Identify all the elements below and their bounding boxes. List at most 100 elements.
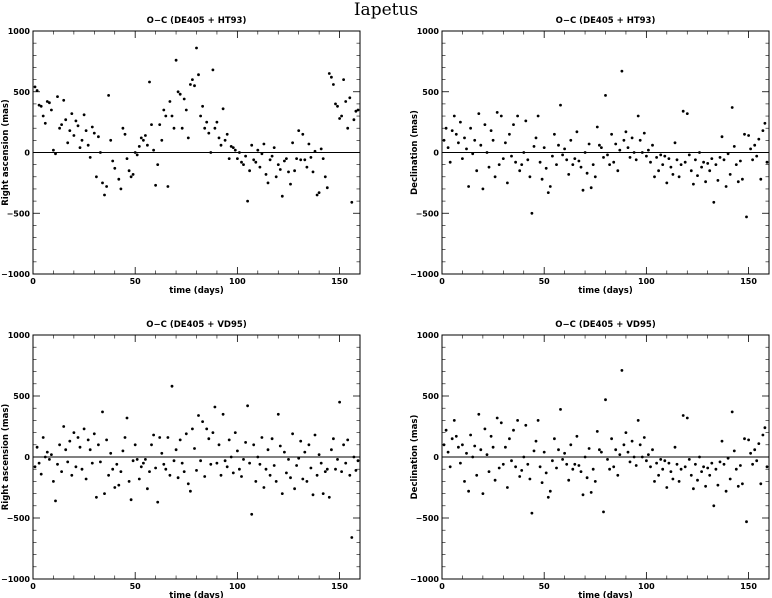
data-point — [634, 158, 638, 162]
data-point — [495, 111, 499, 114]
data-point — [154, 183, 158, 187]
data-point — [444, 428, 448, 432]
data-point — [317, 453, 321, 456]
data-point — [640, 151, 644, 154]
data-point — [272, 146, 276, 150]
data-point — [663, 459, 667, 463]
data-point — [651, 448, 654, 452]
data-point — [559, 103, 562, 107]
data-point — [730, 106, 734, 109]
data-point — [442, 138, 446, 142]
data-point — [565, 158, 569, 162]
data-point — [278, 444, 282, 448]
data-point — [504, 445, 507, 449]
data-point — [577, 159, 581, 163]
data-point — [585, 171, 589, 175]
data-point — [180, 126, 184, 130]
panel-title: O−C (DE405 + HT93) — [556, 16, 656, 26]
data-point — [262, 142, 266, 146]
data-point — [544, 471, 548, 475]
data-point — [501, 157, 505, 161]
data-point — [469, 126, 472, 130]
x-tick-label: 50 — [539, 582, 551, 591]
data-point — [508, 132, 511, 136]
data-point — [714, 163, 718, 167]
data-point — [86, 143, 90, 147]
data-point — [158, 123, 162, 126]
data-point — [645, 154, 648, 158]
data-point — [182, 470, 186, 473]
data-point — [702, 465, 705, 469]
data-point — [97, 135, 100, 139]
data-point — [450, 129, 454, 133]
data-point — [620, 369, 624, 372]
data-point — [299, 158, 303, 162]
data-point — [97, 443, 100, 447]
data-point — [242, 458, 245, 461]
data-point — [56, 462, 59, 466]
data-point — [671, 477, 675, 481]
data-point — [706, 466, 710, 470]
data-point — [45, 450, 49, 454]
data-point — [109, 451, 113, 455]
data-point — [184, 432, 188, 436]
data-point — [264, 467, 268, 471]
data-point — [330, 448, 333, 452]
data-point — [338, 117, 341, 120]
data-point — [645, 459, 648, 463]
y-tick-label: 500 — [422, 392, 439, 401]
data-point — [209, 151, 213, 154]
data-point — [518, 475, 522, 478]
data-point — [84, 129, 88, 133]
data-point — [647, 453, 650, 456]
data-point — [516, 114, 519, 118]
data-point — [477, 412, 481, 416]
data-point — [671, 173, 675, 176]
data-point — [148, 80, 151, 84]
data-point — [677, 480, 681, 483]
data-point — [538, 160, 542, 164]
data-point — [199, 459, 203, 463]
data-point — [669, 165, 673, 169]
data-point — [685, 112, 689, 115]
x-tick-label: 50 — [539, 277, 551, 286]
data-point — [43, 121, 47, 125]
data-point — [618, 148, 622, 152]
data-point — [74, 119, 78, 123]
data-point — [716, 483, 720, 487]
data-point — [722, 462, 726, 466]
data-point — [616, 473, 620, 477]
data-point — [48, 101, 51, 105]
data-point — [103, 492, 106, 495]
data-point — [726, 152, 730, 156]
data-point — [448, 465, 452, 469]
x-tick-label: 100 — [229, 277, 246, 286]
data-point — [461, 157, 464, 161]
data-point — [626, 450, 630, 454]
data-point — [610, 437, 613, 441]
data-point — [84, 477, 88, 481]
data-point — [233, 148, 237, 152]
data-point — [465, 451, 468, 455]
data-point — [135, 458, 139, 461]
panel-title: O−C (DE405 + HT93) — [147, 16, 247, 26]
data-point — [340, 470, 343, 473]
data-point — [137, 477, 141, 481]
data-point — [315, 193, 319, 197]
data-point — [207, 437, 211, 441]
data-point — [604, 398, 607, 402]
data-point — [168, 473, 172, 477]
data-point — [54, 499, 57, 503]
data-point — [630, 439, 634, 443]
data-point — [307, 443, 311, 447]
data-point — [581, 493, 585, 497]
data-point — [761, 433, 765, 437]
data-point — [88, 156, 92, 159]
data-point — [305, 165, 309, 169]
data-point — [499, 421, 503, 425]
data-point — [274, 175, 278, 179]
data-point — [634, 464, 638, 467]
data-point — [649, 465, 652, 469]
data-point — [540, 177, 544, 181]
x-tick-label: 50 — [130, 582, 142, 591]
